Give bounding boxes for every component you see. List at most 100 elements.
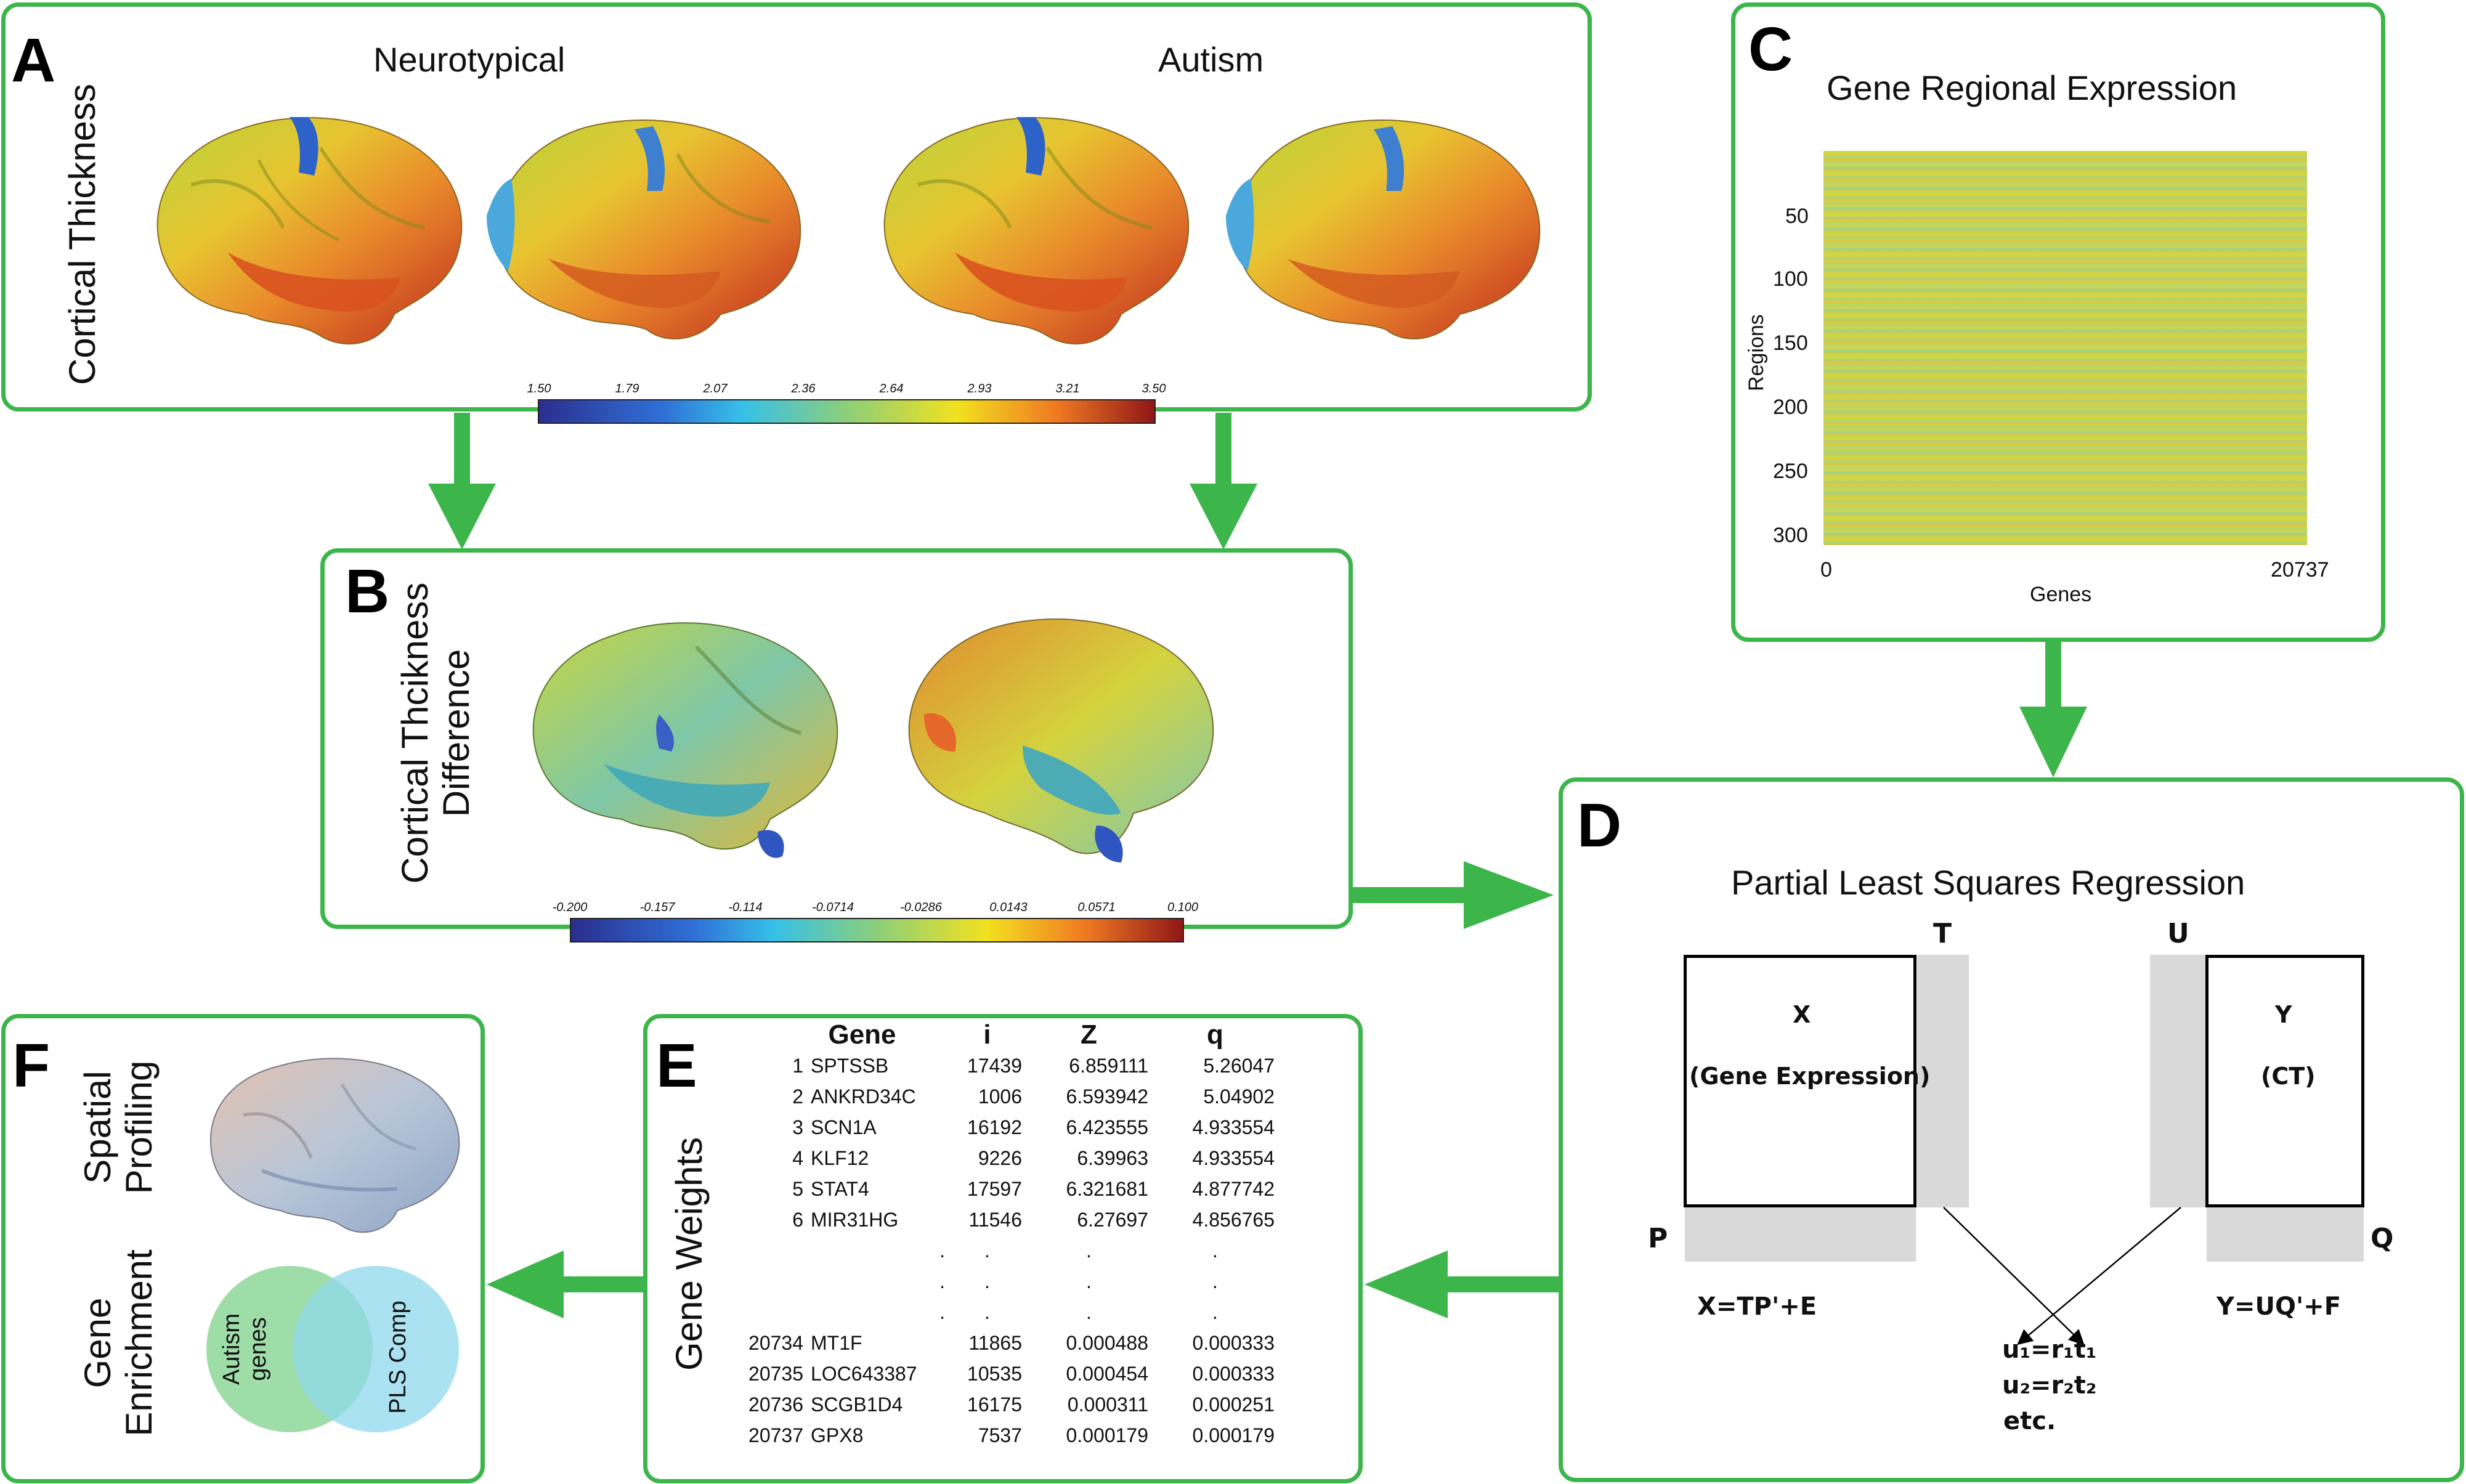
gene-expression-heatmap (1823, 151, 2307, 545)
table-row: 6 MIR31HG 11546 6.27697 4.856765 (742, 1204, 1278, 1235)
row-rank: 3 (792, 1116, 803, 1138)
panel-b-letter: B (345, 557, 390, 626)
row-rank: 20734 (748, 1331, 803, 1354)
panel-a-tick-6: 3.21 (1055, 382, 1080, 395)
label-t: T (1933, 918, 1952, 949)
arrow-e-f-head (487, 1251, 564, 1318)
arrow-c-d-head (2019, 707, 2087, 777)
panel-c-ytick-300: 300 (1773, 524, 1808, 547)
row-gene: SCN1A (811, 1116, 877, 1138)
label-u: U (2167, 918, 2189, 949)
row-rank: 1 (792, 1054, 803, 1077)
panel-c-xtick-0: 0 (1820, 558, 1832, 582)
ellipsis: . (1086, 1270, 1092, 1292)
table-row: 1 SPTSSB 17439 6.859111 5.26047 (742, 1050, 1278, 1081)
ellipsis: . (939, 1239, 945, 1262)
row-i: 17439 (967, 1054, 1022, 1077)
table-row: 20736 SCGB1D4 16175 0.000311 0.000251 (742, 1389, 1278, 1420)
panel-c-ytick-150: 150 (1773, 331, 1808, 355)
eq-x: X=TP'+E (1697, 1292, 1817, 1321)
ellipsis: . (1086, 1239, 1092, 1262)
table-row: 3 SCN1A 16192 6.423555 4.933554 (742, 1112, 1278, 1143)
row-z: 6.859111 (1069, 1054, 1148, 1077)
row-rank: 20737 (748, 1424, 803, 1446)
panel-a-tick-0: 1.50 (527, 382, 551, 395)
row-q: 4.877742 (1192, 1177, 1275, 1200)
row-gene: ANKRD34C (811, 1085, 916, 1108)
row-z: 6.27697 (1077, 1208, 1148, 1231)
row-i: 1006 (978, 1085, 1022, 1108)
arrow-d-e-head (1365, 1251, 1448, 1318)
panel-b-tick-5: 0.0143 (989, 901, 1028, 914)
row-q: 0.000333 (1192, 1362, 1275, 1385)
matrix-y-sublabel: (CT) (2261, 1063, 2316, 1090)
row-gene: MIR31HG (811, 1208, 899, 1231)
ellipsis: . (939, 1270, 945, 1292)
table-row: 20734 MT1F 11865 0.000488 0.000333 (742, 1328, 1278, 1358)
table-row: 20735 LOC643387 10535 0.000454 0.000333 (742, 1358, 1278, 1389)
panel-a-tick-3: 2.36 (791, 382, 816, 395)
row-z: 0.000179 (1066, 1424, 1148, 1446)
panel-c-letter: C (1748, 15, 1793, 84)
panel-b-colorbar (570, 918, 1184, 943)
panel-c-ytick-200: 200 (1773, 395, 1808, 419)
brain-difference-lateral (532, 622, 838, 858)
row-i: 9226 (978, 1146, 1022, 1169)
brain-neurotypical-lateral (156, 117, 463, 345)
arrow-a-b-right-head (1190, 484, 1257, 549)
panel-b-tick-0: -0.200 (552, 901, 588, 914)
shade-u (2150, 955, 2207, 1207)
matrix-x (1684, 955, 1916, 1207)
row-rank: 20736 (748, 1393, 803, 1416)
row-gene: GPX8 (811, 1424, 864, 1446)
panel-b-tick-3: -0.0714 (812, 901, 854, 914)
row-q: 4.933554 (1192, 1146, 1275, 1169)
arrow-a-b-right-shaft (1215, 413, 1231, 484)
row-i: 7537 (978, 1424, 1022, 1446)
panel-b-tick-2: -0.114 (728, 901, 763, 914)
eq-u2: u₂=r₂t₂ (2002, 1371, 2097, 1400)
ellipsis-row: .... (742, 1235, 1278, 1266)
eq-u1: u₁=r₁t₁ (2002, 1336, 2097, 1364)
ellipsis: . (1086, 1300, 1092, 1323)
matrix-x-sublabel: (Gene Expression) (1689, 1063, 1931, 1090)
brain-autism-lateral (883, 117, 1190, 345)
arrow-c-d-shaft (2045, 642, 2061, 707)
ellipsis-row: .... (742, 1266, 1278, 1297)
panel-f-letter: F (12, 1031, 51, 1100)
panel-c-ytick-100: 100 (1773, 267, 1808, 291)
panel-a-tick-7: 3.50 (1142, 382, 1166, 395)
ellipsis: . (984, 1270, 990, 1292)
panel-a-tick-1: 1.79 (615, 382, 639, 395)
eq-y: Y=UQ'+F (2217, 1292, 2342, 1321)
row-q: 4.856765 (1192, 1208, 1275, 1231)
table-header: Gene i Z q (742, 1020, 1278, 1050)
row-z: 6.321681 (1066, 1177, 1148, 1200)
matrix-y (2205, 955, 2364, 1207)
brain-neurotypical-medial (487, 120, 801, 339)
table-row: 20737 GPX8 7537 0.000179 0.000179 (742, 1420, 1278, 1451)
panel-c-title: Gene Regional Expression (1827, 68, 2237, 107)
panel-a-tick-5: 2.93 (967, 382, 992, 395)
row-q: 4.933554 (1192, 1116, 1275, 1138)
row-i: 11546 (968, 1208, 1022, 1231)
label-q: Q (2371, 1223, 2394, 1254)
panel-c-ytick-50: 50 (1785, 205, 1809, 228)
arrow-d-e-shaft (1448, 1276, 1559, 1292)
ellipsis: . (984, 1239, 990, 1262)
arrow-a-b-left-shaft (454, 413, 470, 484)
panel-d-title: Partial Least Squares Regression (1731, 863, 2245, 902)
ellipsis: . (1212, 1300, 1218, 1323)
row-rank: 2 (792, 1085, 803, 1108)
row-q: 0.000333 (1192, 1331, 1275, 1354)
ellipsis: . (984, 1300, 990, 1323)
ellipsis: . (1212, 1270, 1218, 1292)
panel-e (643, 1014, 1363, 1483)
panel-b-tick-4: -0.0286 (900, 901, 942, 914)
row-i: 17597 (967, 1177, 1022, 1200)
brain-autism-medial (1226, 120, 1541, 339)
header-i: i (983, 1020, 991, 1050)
ellipsis: . (939, 1300, 945, 1323)
label-p: P (1648, 1223, 1668, 1254)
